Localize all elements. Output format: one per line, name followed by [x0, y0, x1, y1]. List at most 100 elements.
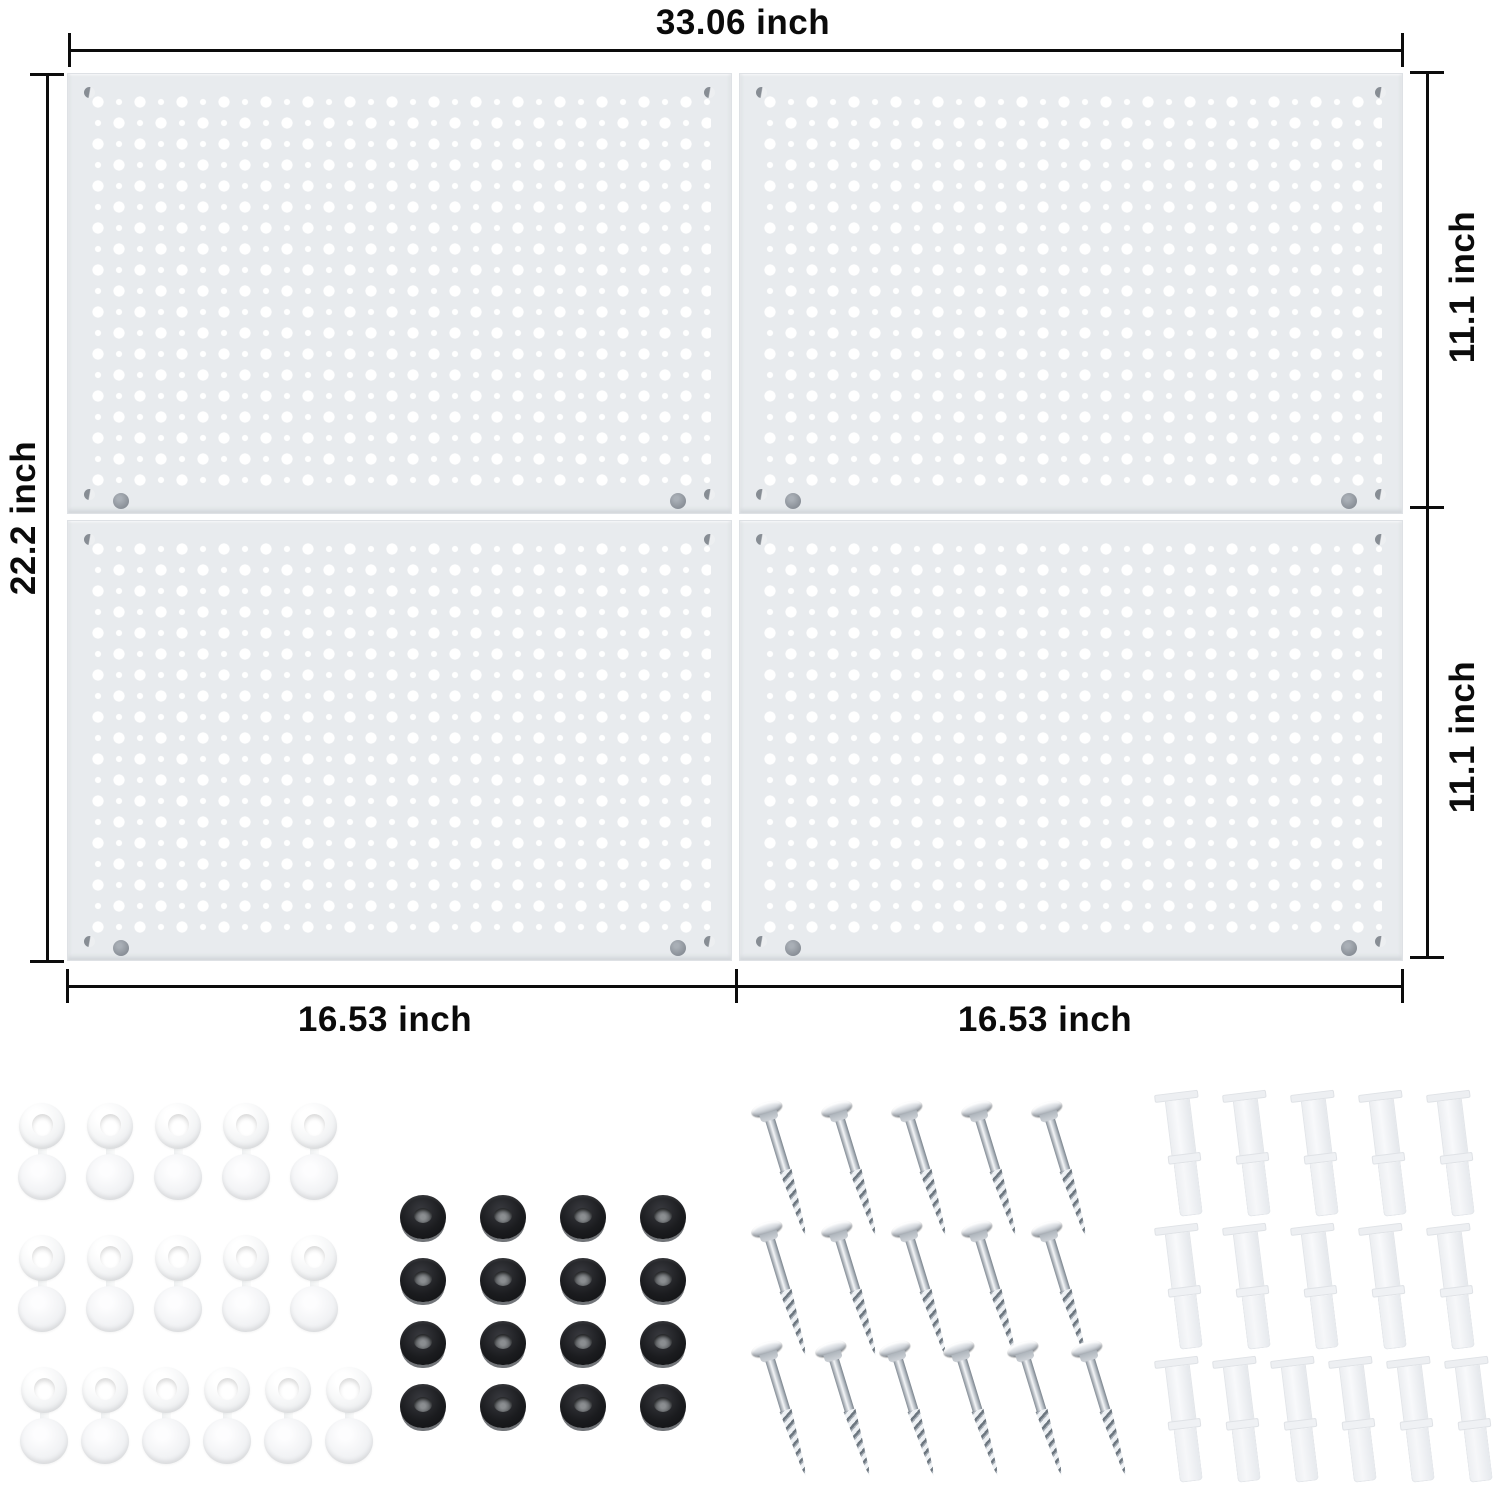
hinged-screw-cap	[264, 1367, 312, 1464]
pegboard-panel-bottom-right	[738, 520, 1403, 961]
dim-line-panel-heights	[1410, 71, 1444, 959]
cap-lid	[222, 1286, 270, 1332]
rubber-spacer	[480, 1258, 526, 1302]
anchor-body-lower	[1377, 1294, 1407, 1350]
cap-ring	[82, 1367, 128, 1413]
anchor-body-lower	[1445, 1161, 1475, 1217]
wall-anchor	[1154, 1355, 1213, 1485]
anchor-body	[1436, 1231, 1469, 1291]
anchor-body	[1300, 1231, 1333, 1291]
hardware-row	[746, 1337, 1130, 1458]
cap-ring	[87, 1103, 133, 1149]
screw-shank	[1085, 1358, 1111, 1413]
cap-hinge	[37, 1280, 47, 1287]
rubber-spacer	[400, 1384, 446, 1428]
cap-hinge	[173, 1280, 183, 1287]
anchor-body-lower	[1463, 1427, 1493, 1483]
panel-mounting-hole	[1341, 940, 1357, 956]
cap-ring	[19, 1103, 65, 1149]
hardware-row	[746, 1097, 1130, 1218]
cap-ring	[223, 1235, 269, 1281]
anchor-body	[1368, 1098, 1401, 1158]
hinged-screw-cap	[81, 1367, 129, 1464]
pegboard-hole-pattern	[88, 92, 711, 495]
wall-anchor	[1212, 1355, 1271, 1485]
pegboard-hole-pattern	[759, 539, 1382, 942]
anchor-body	[1436, 1098, 1469, 1158]
cap-lid	[290, 1286, 338, 1332]
rubber-spacer	[560, 1384, 606, 1428]
cap-ring	[265, 1367, 311, 1413]
dim-label-total-height: 22.2 inch	[4, 440, 43, 596]
cap-lid	[86, 1154, 134, 1200]
cap-lid	[18, 1286, 66, 1332]
anchor-body	[1164, 1098, 1197, 1158]
anchor-body-lower	[1173, 1161, 1203, 1217]
anchor-body-lower	[1241, 1161, 1271, 1217]
cap-hinge	[105, 1148, 115, 1155]
hardware-row	[1150, 1089, 1498, 1223]
screw-shank	[975, 1238, 1001, 1293]
anchor-body	[1300, 1098, 1333, 1158]
hinged-screw-cap	[18, 1235, 66, 1332]
panel-corner-notch	[703, 534, 715, 545]
screw-shank	[905, 1238, 931, 1293]
hinged-screw-cap	[325, 1367, 373, 1464]
wall-anchor	[1358, 1222, 1417, 1353]
panel-mounting-hole	[784, 940, 801, 956]
anchor-body-lower	[1309, 1294, 1339, 1350]
panel-corner-notch	[703, 87, 715, 98]
rubber-spacer	[400, 1195, 446, 1239]
wall-anchor	[1358, 1089, 1417, 1220]
pegboard-panel-bottom-left	[67, 520, 732, 961]
panel-mounting-hole	[1341, 493, 1357, 509]
cap-hinge	[309, 1280, 319, 1287]
screw-shank	[765, 1238, 791, 1293]
cap-ring	[291, 1235, 337, 1281]
cap-lid	[264, 1418, 312, 1464]
cap-ring	[155, 1103, 201, 1149]
hinged-screw-cap	[290, 1103, 338, 1200]
hardware-row	[1150, 1355, 1500, 1485]
panel-mounting-hole	[669, 493, 686, 509]
cap-ring	[326, 1367, 372, 1413]
screw-shank	[829, 1358, 855, 1413]
cap-lid	[290, 1154, 338, 1200]
dim-label-panel-width-left: 16.53 inch	[297, 1000, 473, 1039]
anchor-body	[1454, 1364, 1487, 1424]
anchor-body	[1164, 1364, 1197, 1424]
cap-hinge	[283, 1412, 293, 1419]
panel-corner-notch	[84, 936, 95, 947]
hinged-screw-cap	[18, 1103, 66, 1200]
wall-anchor	[1290, 1222, 1349, 1353]
rubber-spacer	[560, 1258, 606, 1302]
hardware-hinged-screw-caps	[18, 1103, 373, 1464]
anchor-body	[1164, 1231, 1197, 1291]
panel-corner-notch	[755, 936, 767, 947]
anchor-body-lower	[1405, 1427, 1435, 1483]
dim-label-panel-height-top: 11.1 inch	[1443, 210, 1482, 364]
cap-lid	[20, 1418, 68, 1464]
cap-hinge	[105, 1280, 115, 1287]
rubber-spacer	[640, 1195, 686, 1239]
screw-shank	[905, 1118, 931, 1173]
wall-anchor	[1444, 1355, 1500, 1485]
hinged-screw-cap	[142, 1367, 190, 1464]
cap-hinge	[173, 1148, 183, 1155]
screw-thread	[971, 1408, 1005, 1478]
cap-ring	[143, 1367, 189, 1413]
rubber-spacer	[400, 1321, 446, 1365]
pegboard-hole-pattern	[88, 539, 711, 942]
wall-anchor	[1386, 1355, 1445, 1485]
screw-shank	[835, 1238, 861, 1293]
cap-lid	[86, 1286, 134, 1332]
anchor-body-lower	[1309, 1161, 1339, 1217]
anchor-body	[1280, 1364, 1313, 1424]
cap-lid	[81, 1418, 129, 1464]
wall-anchor	[1222, 1222, 1281, 1353]
cap-lid	[222, 1154, 270, 1200]
cap-hinge	[344, 1412, 354, 1419]
cap-lid	[154, 1154, 202, 1200]
panel-corner-notch	[1375, 936, 1386, 947]
panel-mounting-hole	[113, 493, 129, 509]
